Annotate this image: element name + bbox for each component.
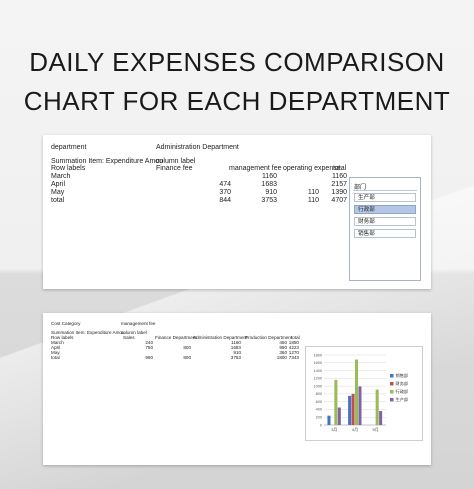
bar-行政部-4月 xyxy=(355,359,359,425)
slicer-divider xyxy=(353,190,417,191)
bar-生产部-4月 xyxy=(358,386,362,425)
y-tick-label: 600 xyxy=(316,400,322,404)
row-labels-header[interactable]: Row labels xyxy=(51,335,74,340)
col-header-finance: Finance fee xyxy=(156,165,193,172)
x-tick-label: 5月 xyxy=(373,427,379,432)
x-tick-label: 3月 xyxy=(331,427,337,432)
filter-value[interactable]: management fee xyxy=(121,321,156,326)
slicer-header: 部门 xyxy=(354,185,367,191)
col-header-finance: Finance Department xyxy=(155,335,197,340)
col-header-production: Production Department xyxy=(245,335,293,340)
col-header-total: total xyxy=(291,335,300,340)
col-header-sales: Sales xyxy=(123,335,135,340)
legend-swatch xyxy=(390,374,394,378)
x-tick-label: 4月 xyxy=(352,427,358,432)
page-title-line-1: DAILY EXPENSES COMPARISON xyxy=(29,47,445,77)
expense-bar-chart[interactable]: 0 200 400 600 800 1000 1200 1400 1600 1800 3月 4月 5月 销… xyxy=(305,346,423,441)
col-header-total: total xyxy=(333,165,347,172)
bar-销售部-3月 xyxy=(327,415,331,425)
y-tick-label: 1000 xyxy=(314,384,322,388)
bar-生产部-3月 xyxy=(337,407,341,425)
legend-swatch xyxy=(390,390,394,394)
legend-label: 生产部 xyxy=(396,396,409,403)
y-tick-label: 0 xyxy=(320,423,322,427)
legend-swatch xyxy=(390,382,394,386)
filter-label: department xyxy=(51,144,87,151)
bar-销售部-4月 xyxy=(348,395,352,425)
page-title-line-2: CHART FOR EACH DEPARTMENT xyxy=(23,86,451,116)
y-tick-label: 1800 xyxy=(314,353,322,357)
col-header-operating: operating expense xyxy=(283,165,341,172)
filter-value[interactable]: Administration Department xyxy=(156,144,239,151)
pivot-sheet-department: department Administration Department Sum… xyxy=(43,135,431,289)
col-header-management: management fee xyxy=(229,165,282,172)
department-slicer: 部门 生产部 行政部 财务部 销售部 xyxy=(349,177,421,281)
y-tick-label: 1400 xyxy=(314,369,322,373)
y-tick-label: 800 xyxy=(316,392,322,396)
legend-swatch xyxy=(390,398,394,402)
column-label[interactable]: column label xyxy=(121,330,147,335)
column-label[interactable]: column label xyxy=(156,158,196,165)
bar-行政部-5月 xyxy=(375,389,379,425)
y-tick-label: 400 xyxy=(316,408,322,412)
slicer-item-admin[interactable]: 行政部 xyxy=(354,205,416,214)
legend-label: 财务部 xyxy=(396,380,409,387)
summary-label: Summation Item: Expenditure Amou xyxy=(51,158,164,165)
slicer-item-production[interactable]: 生产部 xyxy=(354,193,416,202)
filter-label: Cost Category xyxy=(51,321,81,326)
legend-label: 销售部 xyxy=(396,372,409,379)
pivot-sheet-cost-category: Cost Category management fee Summation I… xyxy=(43,313,431,465)
summary-label: Summation Item: Expenditure Amou xyxy=(51,330,125,335)
slicer-item-finance[interactable]: 财务部 xyxy=(354,217,416,226)
col-header-admin: Administration Department xyxy=(193,335,248,340)
bar-行政部-3月 xyxy=(334,379,338,425)
bar-财务部-4月 xyxy=(351,393,355,425)
y-tick-label: 1200 xyxy=(314,377,322,381)
chart-plot: 0 200 400 600 800 1000 1200 1400 1600 1800 3月 4月 5月 销… xyxy=(314,353,409,432)
y-tick-label: 1600 xyxy=(314,361,322,365)
bar-生产部-5月 xyxy=(379,411,383,425)
row-labels-header[interactable]: Row labels xyxy=(51,165,86,172)
y-tick-label: 200 xyxy=(316,416,322,420)
legend-label: 行政部 xyxy=(396,388,409,395)
slicer-item-sales[interactable]: 销售部 xyxy=(354,229,416,238)
